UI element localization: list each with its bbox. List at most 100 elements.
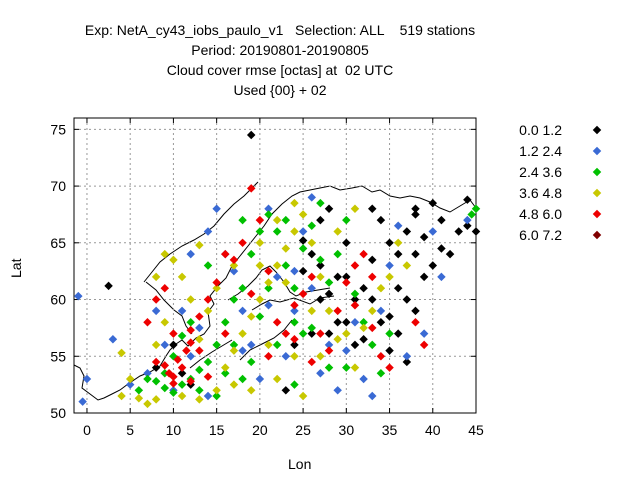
data-point [272,340,282,350]
data-point [437,215,446,225]
data-point [186,317,195,327]
data-point [324,204,334,214]
data-point [298,289,308,299]
data-point [281,215,291,225]
data-point [290,283,299,293]
data-point [143,369,152,378]
data-point [350,300,360,310]
legend-label: 0.0 1.2 [519,122,562,138]
data-point [151,340,161,350]
data-point [182,346,191,355]
data-point [324,278,334,287]
data-point [125,380,135,389]
data-point [255,227,265,236]
data-point [160,340,170,350]
data-point [463,195,472,204]
data-point [419,340,429,350]
data-point [177,380,187,389]
data-point [246,249,256,259]
data-point [272,227,282,236]
data-point [307,193,316,202]
data-point [307,249,316,259]
data-point [350,204,360,214]
data-point [203,306,213,316]
legend-label: 2.4 3.6 [519,164,562,180]
legend-label: 4.8 6.0 [519,206,562,222]
data-point [173,355,182,364]
data-point [238,374,247,384]
data-point [151,272,161,282]
data-point [333,386,342,395]
data-point [290,340,299,350]
data-point [342,238,351,248]
data-point [463,215,472,225]
data-point [324,289,334,299]
data-point [272,317,282,327]
data-point [125,374,135,384]
data-point [342,346,351,355]
data-point [419,272,429,282]
data-point [298,244,308,253]
data-point [195,346,204,355]
data-point [333,272,342,282]
data-point [376,317,386,327]
data-point [272,272,282,282]
data-point [376,283,386,293]
data-points [74,130,481,409]
data-point [177,363,187,372]
data-point [316,369,325,378]
data-point [298,236,308,245]
data-point [264,352,273,361]
data-point [402,261,412,270]
data-point [316,329,325,338]
data-point [359,283,368,293]
x-tick-label: 0 [83,422,91,438]
x-tick-label: 5 [126,422,134,438]
data-point [195,335,204,344]
data-point [437,244,446,253]
data-point [342,215,351,225]
data-point [221,329,230,338]
data-point [221,317,230,327]
data-point [324,329,334,338]
data-point [246,130,256,140]
data-point [428,198,438,208]
data-point [281,244,291,253]
data-point [368,272,377,282]
data-point [151,395,161,404]
data-point [255,312,265,321]
data-point [117,348,126,358]
data-point [212,340,221,350]
data-point [246,312,256,321]
data-point [186,249,195,259]
data-point [186,325,195,335]
title-line-3: Cloud cover rmse [octas] at 02 UTC [166,62,394,78]
data-point [471,227,481,236]
data-point [203,227,213,236]
data-point [169,340,178,350]
data-point [169,372,178,381]
data-point [467,210,476,219]
x-tick-label: 25 [295,422,311,438]
data-point [255,295,265,304]
data-point [402,352,412,361]
data-point [376,215,386,225]
data-point [108,335,118,344]
data-point [229,255,239,265]
legend-marker [592,146,602,156]
data-point [368,391,377,401]
data-point [428,261,438,270]
data-point [350,295,360,304]
data-point [376,369,386,378]
data-point [238,306,247,316]
legend-marker [592,230,602,240]
data-point [160,361,170,370]
axes: 0 5 10 15 20 25 30 35 40 45 50 55 60 65 70 75 [50,117,484,438]
legend-marker [592,167,602,177]
data-point [255,238,265,248]
data-point [428,227,438,236]
data-point [143,374,152,384]
data-point [195,312,204,321]
data-point [368,323,377,333]
legend-marker [592,188,602,198]
